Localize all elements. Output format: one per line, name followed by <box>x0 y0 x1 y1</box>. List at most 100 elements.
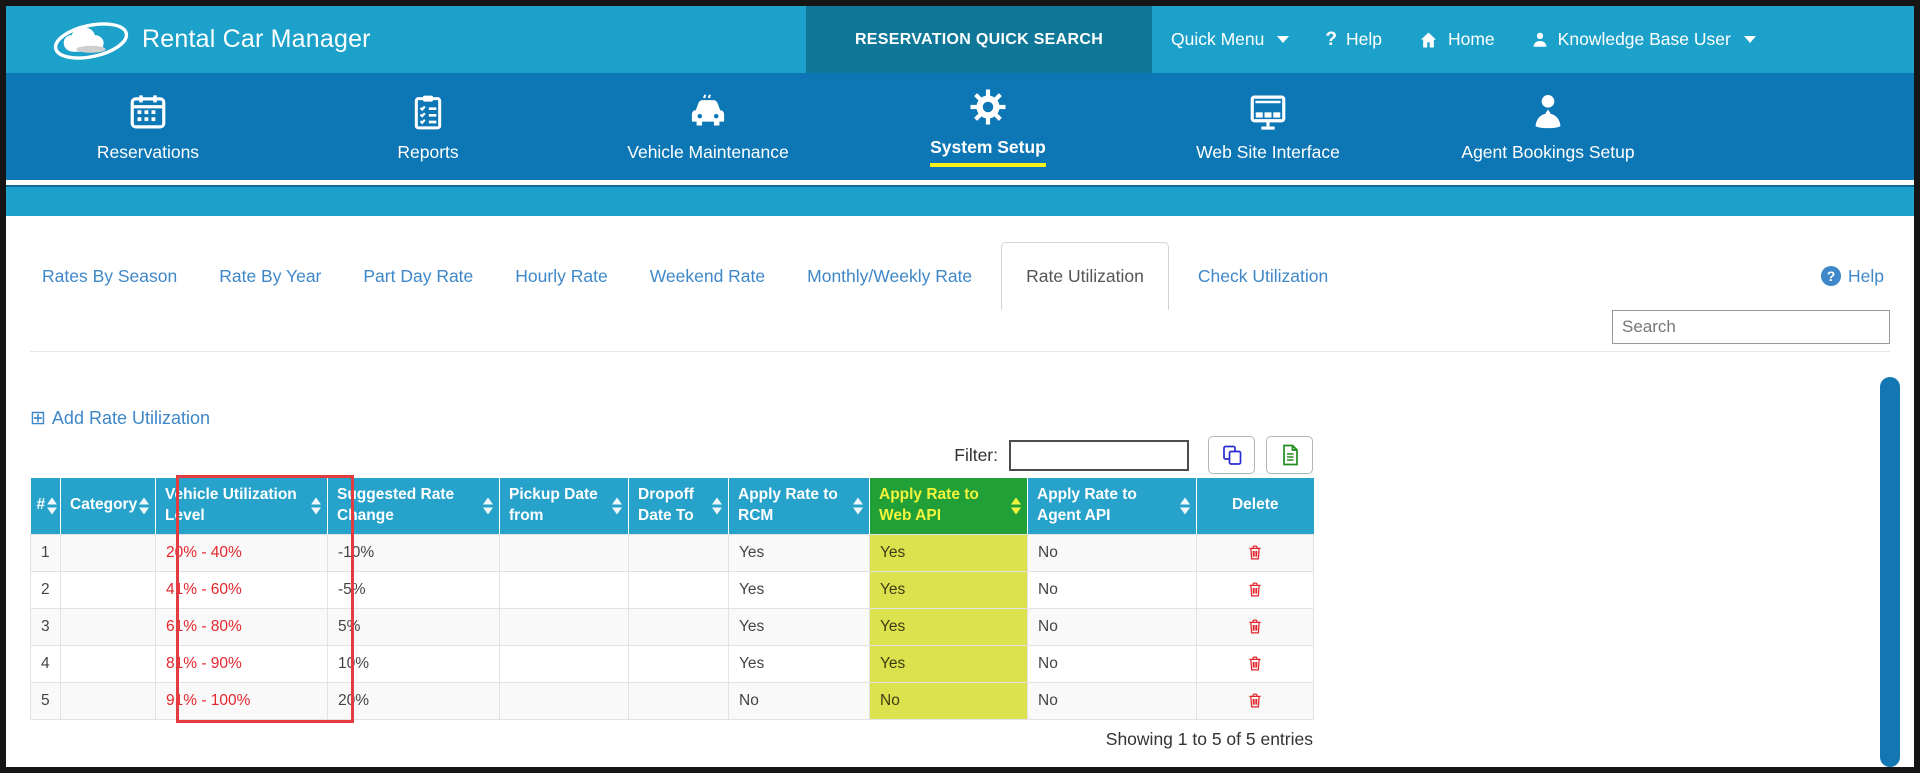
user-name-label: Knowledge Base User <box>1557 29 1731 49</box>
add-rate-utilization-link[interactable]: ⊞ Add Rate Utilization <box>30 408 210 429</box>
tab-weekend-rate[interactable]: Weekend Rate <box>649 265 766 286</box>
vertical-scrollbar-thumb[interactable] <box>1880 377 1900 767</box>
table-row: 2 41% - 60% -5% Yes Yes No <box>30 570 1314 609</box>
table-row: 1 20% - 40% -10% Yes Yes No <box>30 533 1314 572</box>
nav-label: Reservations <box>96 141 200 162</box>
nav-gap <box>6 180 1914 185</box>
cell-num: 4 <box>30 644 61 683</box>
rate-utilization-table: # Category Vehicle Utilization Level Sug… <box>30 478 1314 720</box>
tab-part-day-rate[interactable]: Part Day Rate <box>363 265 474 286</box>
copy-button[interactable] <box>1208 436 1255 474</box>
col-header-category[interactable]: Category <box>60 478 156 534</box>
nav-item-system-setup[interactable]: System Setup <box>848 73 1128 180</box>
table-row: 4 81% - 90% 10% Yes Yes No <box>30 644 1314 683</box>
cell-dropoff <box>628 570 729 609</box>
add-row: ⊞ Add Rate Utilization <box>30 408 1890 429</box>
sort-icon[interactable] <box>311 497 321 515</box>
cell-agent-api: No <box>1027 607 1197 646</box>
tab-check-utilization[interactable]: Check Utilization <box>1197 265 1329 286</box>
chevron-down-icon <box>1277 36 1290 43</box>
sort-icon[interactable] <box>853 497 863 515</box>
delete-trash-icon[interactable] <box>1246 580 1264 599</box>
tab-help-link[interactable]: ? Help <box>1821 266 1884 287</box>
table-row: 5 91% - 100% 20% No No No <box>30 681 1314 720</box>
brand[interactable]: Rental Car Manager <box>52 16 371 64</box>
col-header-apply-rate-to-rcm[interactable]: Apply Rate to RCM <box>728 478 870 534</box>
nav-item-reservations[interactable]: Reservations <box>8 73 288 180</box>
delete-trash-icon[interactable] <box>1246 543 1264 562</box>
col-header-apply-rate-to-web-api[interactable]: Apply Rate to Web API <box>869 478 1028 534</box>
cell-agent-api: No <box>1027 644 1197 683</box>
help-label: Help <box>1345 29 1382 49</box>
help-menu-item[interactable]: ? Help <box>1325 29 1382 51</box>
report-icon <box>408 91 448 133</box>
col-header-suggested-rate-change[interactable]: Suggested Rate Change <box>327 478 500 534</box>
monitor-icon <box>1246 91 1290 133</box>
sort-icon[interactable] <box>483 497 493 515</box>
tab-hourly-rate[interactable]: Hourly Rate <box>515 265 608 286</box>
cell-dropoff <box>628 533 729 572</box>
col-header-apply-rate-to-agent-api[interactable]: Apply Rate to Agent API <box>1027 478 1197 534</box>
col-header-num[interactable]: # <box>30 478 61 534</box>
cell-delete <box>1196 570 1314 609</box>
col-header-delete: Delete <box>1196 478 1314 534</box>
nav-item-agent-bookings-setup[interactable]: Agent Bookings Setup <box>1408 73 1688 180</box>
sort-icon[interactable] <box>1180 497 1190 515</box>
accent-strip <box>6 185 1914 216</box>
col-header-pickup-date-from[interactable]: Pickup Date from <box>499 478 629 534</box>
user-menu-dropdown[interactable]: Knowledge Base User <box>1531 29 1756 50</box>
delete-trash-icon[interactable] <box>1246 654 1264 673</box>
nav-item-web-site-interface[interactable]: Web Site Interface <box>1128 73 1408 180</box>
rate-utilization-table-wrap: # Category Vehicle Utilization Level Sug… <box>30 475 1314 723</box>
nav-label-active: System Setup <box>930 137 1046 167</box>
chevron-down-icon <box>1743 36 1756 43</box>
question-mark-icon: ? <box>1325 28 1337 50</box>
nav-item-vehicle-maintenance[interactable]: Vehicle Maintenance <box>568 73 848 180</box>
delete-trash-icon[interactable] <box>1246 617 1264 636</box>
table-row: 3 61% - 80% 5% Yes Yes No <box>30 607 1314 646</box>
tab-monthly-weekly-rate[interactable]: Monthly/Weekly Rate <box>807 265 973 286</box>
nav-label: Reports <box>397 141 459 162</box>
col-header-vehicle-utilization-level[interactable]: Vehicle Utilization Level <box>155 478 328 534</box>
cell-dropoff <box>628 607 729 646</box>
cell-rcm: Yes <box>728 570 870 609</box>
col-header-dropoff-date-to[interactable]: Dropoff Date To <box>628 478 729 534</box>
tab-rate-utilization[interactable]: Rate Utilization <box>1001 242 1169 310</box>
top-bar: Rental Car Manager RESERVATION QUICK SEA… <box>6 6 1914 73</box>
sort-icon[interactable] <box>139 497 149 515</box>
delete-trash-icon[interactable] <box>1246 691 1264 710</box>
help-circle-icon: ? <box>1821 266 1841 286</box>
sort-icon[interactable] <box>1011 497 1021 515</box>
search-input[interactable] <box>1612 310 1890 344</box>
cell-pickup <box>499 644 629 683</box>
sort-icon[interactable] <box>47 497 57 515</box>
cell-dropoff <box>628 644 729 683</box>
filter-input[interactable] <box>1009 439 1189 471</box>
sort-icon[interactable] <box>612 497 622 515</box>
cell-category <box>60 570 156 609</box>
car-icon <box>686 91 730 133</box>
reservation-quick-search-button[interactable]: RESERVATION QUICK SEARCH <box>806 6 1152 73</box>
tab-rates-by-season[interactable]: Rates By Season <box>42 265 178 286</box>
nav-label: Web Site Interface <box>1196 141 1340 162</box>
tab-help-label: Help <box>1848 265 1884 286</box>
gear-icon <box>967 86 1009 128</box>
cell-rcm: No <box>728 681 870 720</box>
tab-rate-by-year[interactable]: Rate By Year <box>219 265 322 286</box>
search-row <box>30 310 1890 344</box>
cell-delete <box>1196 681 1314 720</box>
cell-pickup <box>499 570 629 609</box>
agent-icon <box>1528 91 1568 133</box>
cell-agent-api: No <box>1027 570 1197 609</box>
quick-menu-dropdown[interactable]: Quick Menu <box>1171 29 1290 50</box>
export-file-button[interactable] <box>1266 436 1313 474</box>
cell-category <box>60 607 156 646</box>
sort-icon[interactable] <box>712 497 722 515</box>
cell-rcm: Yes <box>728 533 870 572</box>
home-menu-item[interactable]: Home <box>1418 29 1495 50</box>
table-summary: Showing 1 to 5 of 5 entries <box>1105 728 1313 749</box>
cell-delete <box>1196 644 1314 683</box>
cell-level: 91% - 100% <box>155 681 328 720</box>
cell-web-api: Yes <box>869 607 1028 646</box>
nav-item-reports[interactable]: Reports <box>288 73 568 180</box>
